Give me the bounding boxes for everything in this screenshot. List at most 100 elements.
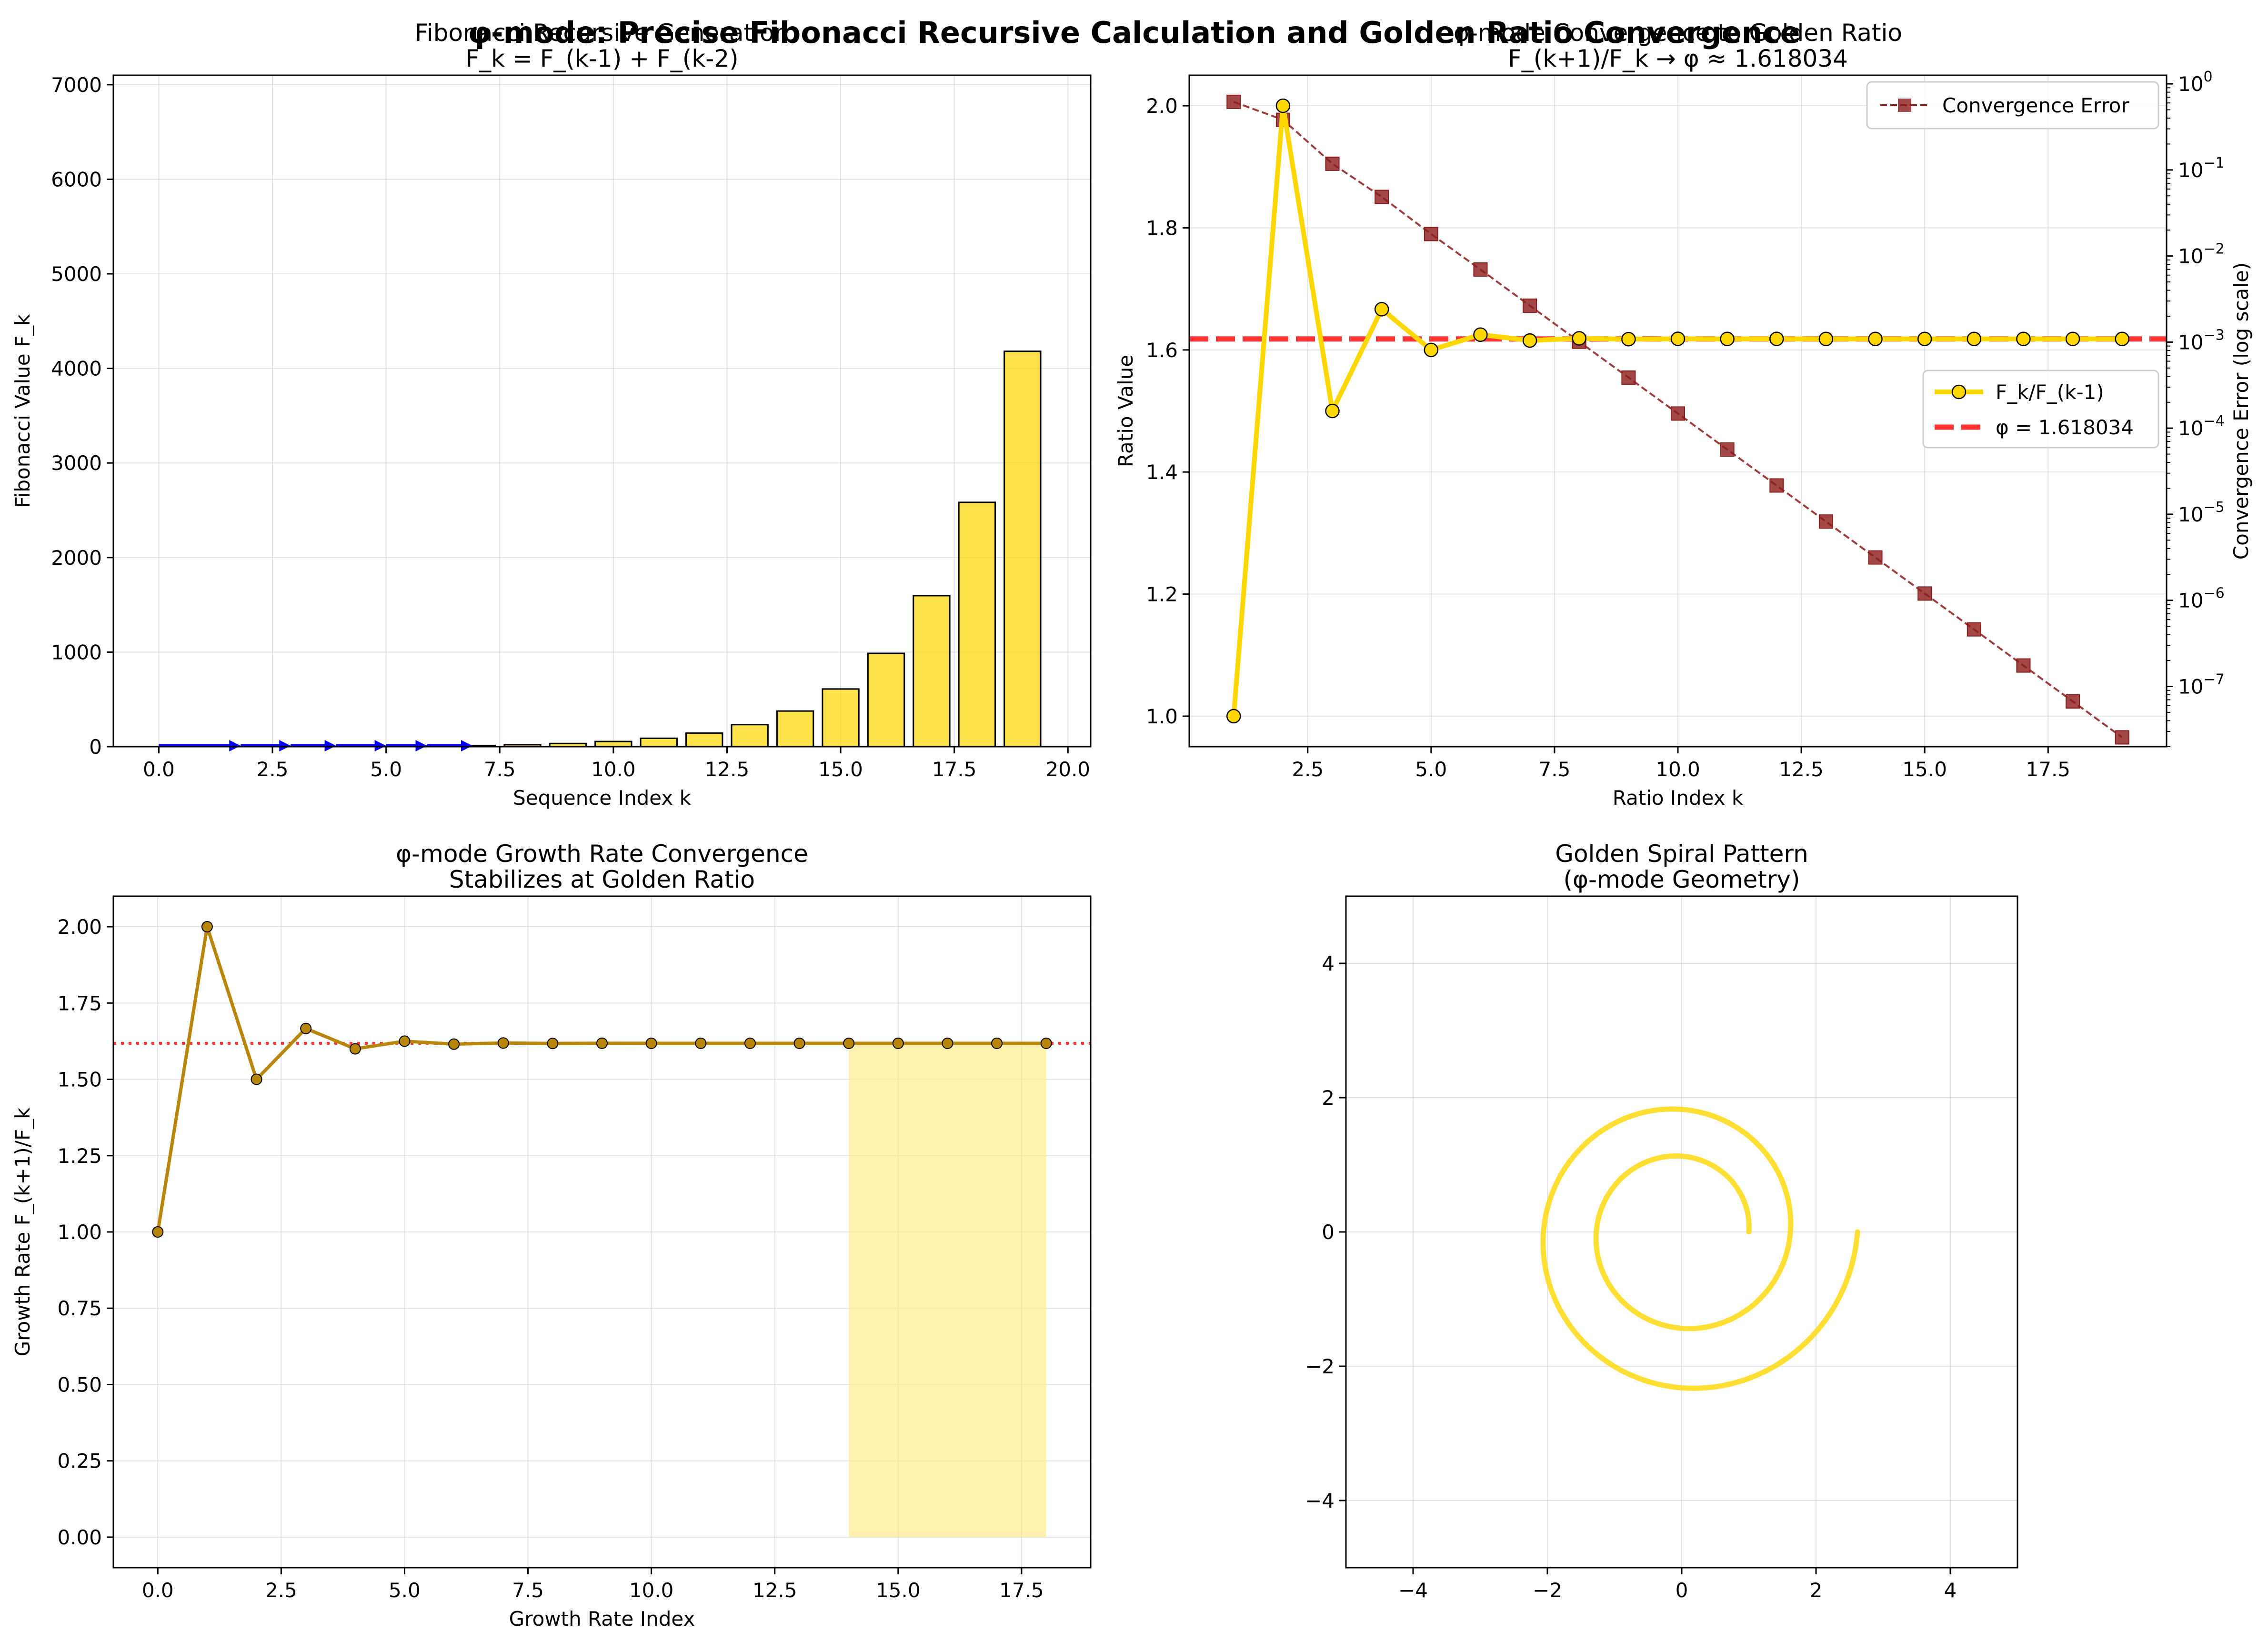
fib-arrow-head xyxy=(461,740,472,751)
growth-subtitle: Stabilizes at Golden Ratio xyxy=(449,866,755,893)
x-tick-label: 7.5 xyxy=(484,758,516,781)
growth-marker xyxy=(399,1035,411,1047)
ratio-marker xyxy=(1424,342,1439,358)
x-tick-label: 17.5 xyxy=(932,758,977,781)
y-tick-label: 2 xyxy=(1322,1086,1335,1110)
fib-bar xyxy=(913,595,951,748)
fib-bar xyxy=(640,737,678,748)
growth-marker xyxy=(892,1037,904,1049)
spiral-ticks: −4 −2 0 2 4 −4 −2 0 2 4 xyxy=(1305,952,1957,1602)
growth-marker xyxy=(744,1037,756,1049)
fib-arrow-head xyxy=(374,740,386,751)
fib-arrow-head xyxy=(229,740,241,751)
ratio-xlabel: Ratio Index k xyxy=(1613,786,1744,810)
spiral-title: Golden Spiral Pattern xyxy=(1555,840,1808,868)
y-tick-label: 2.0 xyxy=(1146,94,1178,118)
error-marker xyxy=(1720,442,1735,457)
ratio-marker xyxy=(2115,331,2129,346)
fib-bar xyxy=(958,501,996,748)
x-tick-label: 10.0 xyxy=(629,1579,674,1602)
ratio-marker xyxy=(2016,331,2031,346)
x-tick-label: 2.5 xyxy=(265,1579,297,1602)
x-tick-label: 12.5 xyxy=(1779,758,1824,781)
growth-marker xyxy=(596,1037,608,1049)
y-tick-label: 6000 xyxy=(51,168,102,191)
y-tick-label: 3000 xyxy=(51,451,102,475)
ratio-marker xyxy=(1818,331,1834,346)
error-marker xyxy=(1621,370,1636,385)
x-tick-label: 17.5 xyxy=(999,1579,1044,1602)
growth-marker xyxy=(448,1038,460,1050)
ratio-marker xyxy=(1522,333,1537,348)
error-marker xyxy=(2066,694,2080,709)
fib-arrow-head xyxy=(279,740,291,751)
fib-bar xyxy=(867,652,905,748)
growth-marker xyxy=(349,1043,361,1055)
y-tick-label: 7000 xyxy=(51,73,102,97)
ratio-marker xyxy=(1473,327,1488,342)
growth-marker xyxy=(300,1022,312,1034)
y-tick-label: −4 xyxy=(1305,1489,1335,1512)
y-tick-label: 2000 xyxy=(51,546,102,570)
x-tick-label: 0.0 xyxy=(142,1579,174,1602)
ratio-ylabel: Ratio Value xyxy=(1114,355,1137,468)
y-tick-label: 4000 xyxy=(51,357,102,380)
stable-region-shade xyxy=(849,1043,1046,1537)
error-marker xyxy=(1671,406,1685,421)
y-tick-label: 2.00 xyxy=(57,915,102,939)
growth-title: φ-mode Growth Rate Convergence xyxy=(396,840,808,868)
x-tick-label: 12.5 xyxy=(753,1579,797,1602)
ratio-series xyxy=(1189,94,2167,745)
fib-bar xyxy=(731,724,769,748)
error-marker xyxy=(2016,658,2031,673)
x-tick-label: 5.0 xyxy=(370,758,402,781)
legend-error-label: Convergence Error xyxy=(1942,94,2129,117)
x-tick-label: 15.0 xyxy=(818,758,863,781)
ratio-marker xyxy=(1670,331,1686,346)
x-tick-label: 2 xyxy=(1810,1579,1823,1602)
fib-bar xyxy=(685,732,723,748)
growth-marker xyxy=(251,1073,262,1085)
y-tick-label: −2 xyxy=(1305,1355,1335,1378)
x-tick-label: 10.0 xyxy=(1656,758,1700,781)
y-tick-label: 1.00 xyxy=(57,1221,102,1244)
error-marker xyxy=(1424,227,1438,241)
y-tick-label: 1.0 xyxy=(1146,705,1178,728)
x-tick-label: 0 xyxy=(1676,1579,1688,1602)
legend-error-marker xyxy=(1898,99,1911,112)
growth-marker xyxy=(991,1037,1003,1049)
x-tick-label: 15.0 xyxy=(876,1579,921,1602)
growth-marker xyxy=(843,1037,855,1049)
y-tick-label: 5000 xyxy=(51,262,102,286)
ratio-marker xyxy=(1572,331,1586,346)
y-tick-label: 1.6 xyxy=(1146,339,1178,362)
y-tick-label: 1.25 xyxy=(57,1144,102,1168)
tick-exponent: −3 xyxy=(2203,327,2224,343)
y-tick-label: 0.25 xyxy=(57,1450,102,1473)
fib-recursion-arrows xyxy=(159,740,472,751)
error-marker xyxy=(1325,156,1340,171)
y-tick-label: 0.75 xyxy=(57,1297,102,1320)
tick-exponent: −7 xyxy=(2203,671,2224,688)
ratio-ylabel-right: Convergence Error (log scale) xyxy=(2229,262,2253,560)
error-marker xyxy=(1523,298,1537,313)
growth-rate-chart: 0.0 2.5 5.0 7.5 10.0 12.5 15.0 17.5 0.00 0.25 0.50… xyxy=(11,840,1092,1631)
y-tick-label: 0.00 xyxy=(57,1526,102,1549)
fib-ticks: 0.0 2.5 5.0 7.5 10.0 12.5 15.0 17.5 20.0 0 1000 200… xyxy=(51,73,1090,781)
x-tick-label: 5.0 xyxy=(1415,758,1447,781)
ratio-legend-error: Convergence Error xyxy=(1866,81,2159,130)
tick-exponent: −2 xyxy=(2203,241,2224,258)
growth-marker xyxy=(942,1037,953,1049)
growth-ticks: 0.0 2.5 5.0 7.5 10.0 12.5 15.0 17.5 0.00 0.25 0.50… xyxy=(57,915,1044,1602)
growth-series xyxy=(113,921,1091,1537)
error-marker xyxy=(1226,94,1241,109)
error-marker xyxy=(1917,586,1932,601)
error-marker xyxy=(1967,622,1981,637)
y-tick-label: 0 xyxy=(89,735,102,759)
legend-error-box xyxy=(1866,81,2159,130)
golden-spiral-chart: −4 −2 0 2 4 −4 −2 0 2 4 Golden Spiral Pattern (φ-… xyxy=(1305,840,2018,1602)
y-tick-label: 1.50 xyxy=(57,1068,102,1091)
x-tick-label: 2.5 xyxy=(257,758,289,781)
ratio-marker xyxy=(1720,331,1735,346)
